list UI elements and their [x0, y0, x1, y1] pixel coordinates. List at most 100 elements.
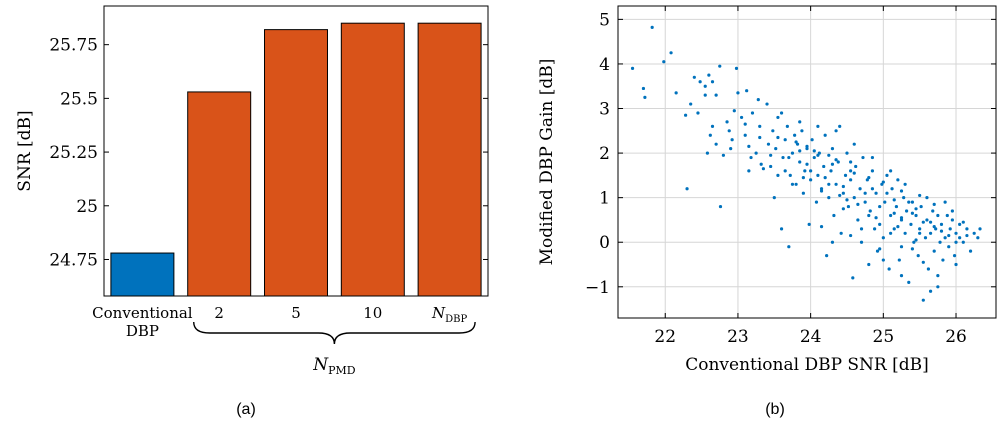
scatter-point — [939, 222, 944, 226]
scatter-point — [769, 164, 773, 169]
scatter-point — [947, 233, 951, 238]
scatter-point — [904, 209, 909, 213]
scatter-point — [787, 245, 791, 249]
scatter-point — [696, 111, 700, 115]
scatter-point — [874, 216, 878, 220]
scatter-point — [907, 280, 911, 284]
scatter-point — [925, 196, 929, 200]
scatter-point — [689, 102, 693, 106]
scatter-point — [881, 258, 885, 262]
scatter-point — [889, 169, 893, 173]
scatter-point — [830, 240, 835, 244]
scatter-point — [805, 162, 809, 166]
scatter-point — [896, 225, 900, 229]
bar-1 — [187, 91, 252, 297]
y-tick-label: 2 — [599, 144, 610, 164]
scatter-point — [838, 124, 842, 128]
scatter-point — [714, 142, 718, 146]
scatter-point — [976, 236, 980, 240]
scatter-point — [819, 225, 824, 229]
scatter-point — [727, 129, 731, 133]
bar-2 — [264, 29, 328, 297]
bar-0 — [110, 252, 175, 297]
y-tick-label: 1 — [599, 189, 610, 209]
scatter-point — [819, 187, 824, 191]
scatter-point — [739, 115, 744, 120]
scatter-point — [669, 51, 673, 55]
scatter-point — [926, 267, 931, 271]
scatter-point — [938, 240, 942, 244]
scatter-point — [849, 233, 853, 238]
scatter-point — [692, 75, 696, 79]
scatter-point — [910, 200, 915, 204]
scatter-point — [756, 98, 760, 102]
scatter-point — [793, 133, 797, 137]
bar-chart-axes-frame — [103, 5, 489, 297]
scatter-point — [805, 144, 809, 148]
scatter-point — [684, 113, 688, 117]
brace-label-sub: PMD — [328, 364, 356, 377]
scatter-point — [921, 298, 925, 302]
scatter-point — [918, 231, 922, 235]
scatter-point — [781, 155, 785, 160]
scatter-point — [918, 227, 922, 231]
scatter-point — [881, 180, 885, 184]
scatter-point — [758, 124, 762, 128]
scatter-point — [867, 262, 871, 267]
scatter-point — [816, 173, 820, 177]
scatter-point — [852, 196, 856, 200]
scatter-point — [785, 124, 789, 128]
scatter-point — [958, 222, 962, 226]
scatter-point — [823, 133, 827, 137]
scatter-point — [758, 135, 762, 140]
category-label: 5 — [291, 304, 301, 322]
group-brace-label: NPMD — [312, 355, 356, 377]
scatter-point — [899, 216, 904, 220]
scatter-point — [798, 120, 802, 124]
scatter-point — [916, 254, 920, 258]
scatter-point — [749, 155, 753, 160]
scatter-point — [849, 169, 853, 173]
scatter-point — [662, 60, 666, 64]
scatter-point — [887, 267, 891, 271]
scatter-point — [710, 124, 715, 128]
scatter-point — [846, 204, 851, 209]
scatter-point — [788, 173, 792, 177]
scatter-point — [729, 147, 733, 151]
scatter-point — [889, 213, 893, 218]
scatter-point — [941, 258, 945, 262]
scatter-point — [950, 209, 954, 213]
scatter-point — [774, 147, 778, 151]
y-tick-label: −1 — [585, 278, 610, 298]
scatter-point — [945, 213, 949, 218]
scatter-point — [881, 236, 885, 240]
scatter-point — [943, 200, 947, 204]
category-label: NDBP — [431, 304, 467, 325]
scatter-point — [783, 138, 787, 142]
scatter-point — [841, 191, 845, 195]
scatter-point — [874, 191, 878, 195]
x-tick-label: 26 — [945, 327, 967, 347]
scatter-point — [836, 160, 840, 164]
scatter-point — [841, 207, 845, 211]
scatter-point — [830, 162, 835, 166]
scatter-point — [779, 227, 784, 231]
scatter-point — [827, 196, 831, 200]
scatter-point — [873, 227, 877, 231]
scatter-point — [863, 191, 867, 195]
scatter-point — [923, 236, 928, 240]
scatter-point — [932, 249, 936, 253]
scatter-point — [718, 64, 722, 68]
scatter-point — [747, 144, 751, 148]
scatter-point — [707, 73, 711, 77]
scatter-point — [674, 91, 678, 95]
scatter-point — [787, 155, 791, 160]
y-tick-label: 0 — [599, 233, 610, 253]
scatter-point — [928, 289, 933, 293]
bar-4 — [417, 22, 482, 297]
scatter-point — [698, 80, 702, 84]
bar-chart-y-ticks: 24.75 25 25.25 25.5 25.75 — [49, 36, 488, 270]
scatter-point — [899, 245, 904, 249]
scatter-point — [761, 167, 765, 171]
